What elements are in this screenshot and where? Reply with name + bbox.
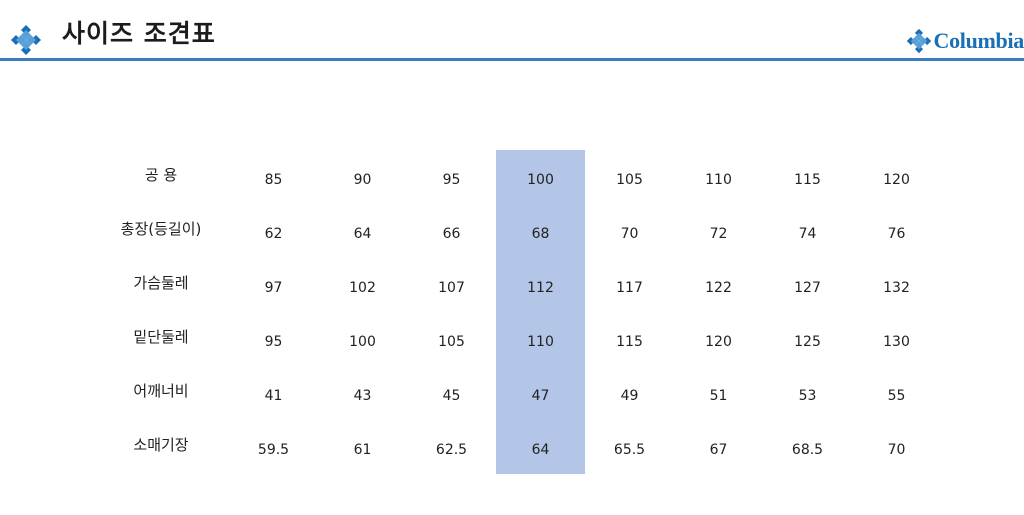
size-cell: 61: [353, 442, 372, 458]
table-row: 총장(등길이) 62 64 66 68 70 72 74 76: [93, 204, 941, 258]
size-cell: 59.5: [257, 442, 290, 458]
size-cell: 68.5: [791, 442, 824, 458]
size-cell: 120: [705, 334, 732, 350]
row-label: 어깨너비: [133, 382, 189, 400]
row-label: 총장(등길이): [120, 220, 202, 238]
table-row: 공 용 85 90 95 100 105 110 115 120: [93, 150, 941, 204]
row-label: 소매기장: [133, 436, 189, 454]
columbia-diamond-icon: [11, 25, 41, 55]
size-cell: 55: [887, 388, 906, 404]
size-cell: 85: [264, 172, 283, 188]
header: 사이즈 조견표 Columbia: [0, 0, 1024, 62]
size-cell: 120: [883, 172, 910, 188]
header-divider: [0, 58, 1024, 61]
size-cell: 102: [349, 280, 376, 296]
size-cell: 115: [616, 334, 643, 350]
size-cell: 66: [442, 226, 461, 242]
size-cell: 132: [883, 280, 910, 296]
page-title: 사이즈 조견표: [62, 19, 216, 48]
size-cell: 122: [705, 280, 732, 296]
row-label: 가슴둘레: [133, 274, 189, 292]
size-cell: 62: [264, 226, 283, 242]
size-cell: 70: [887, 442, 906, 458]
size-cell: 105: [616, 172, 643, 188]
row-label: 공 용: [144, 166, 178, 184]
highlighted-size-cell: 47: [496, 366, 585, 420]
size-cell: 97: [264, 280, 283, 296]
size-chart-body: 공 용 85 90 95 100 105 110 115 120 총장(등길이) 62 64 66 68 7…: [93, 150, 941, 474]
size-cell: 115: [794, 172, 821, 188]
size-cell: 43: [353, 388, 372, 404]
columbia-diamond-icon: [907, 28, 932, 54]
size-cell: 130: [883, 334, 910, 350]
highlighted-size-cell: 110: [496, 312, 585, 366]
brand-name: Columbia: [933, 28, 1024, 53]
highlighted-size-cell: 100: [496, 150, 585, 204]
size-cell: 95: [442, 172, 461, 188]
size-cell: 107: [438, 280, 465, 296]
table-row: 어깨너비 41 43 45 47 49 51 53 55: [93, 366, 941, 420]
table-row: 소매기장 59.5 61 62.5 64 65.5 67 68.5 70: [93, 420, 941, 474]
size-chart-table: 공 용 85 90 95 100 105 110 115 120 총장(등길이) 62 64 66 68 7…: [93, 150, 941, 474]
size-cell: 65.5: [613, 442, 646, 458]
row-label: 밑단둘레: [133, 328, 189, 346]
size-cell: 74: [798, 226, 817, 242]
size-cell: 90: [353, 172, 372, 188]
highlighted-size-cell: 68: [496, 204, 585, 258]
table-row: 밑단둘레 95 100 105 110 115 120 125 130: [93, 312, 941, 366]
size-cell: 64: [353, 226, 372, 242]
size-cell: 62.5: [435, 442, 468, 458]
size-cell: 45: [442, 388, 461, 404]
highlighted-size-cell: 112: [496, 258, 585, 312]
brand-logo: Columbia: [906, 27, 1024, 55]
size-cell: 117: [616, 280, 643, 296]
size-cell: 105: [438, 334, 465, 350]
size-cell: 49: [620, 388, 639, 404]
size-cell: 127: [794, 280, 821, 296]
size-cell: 41: [264, 388, 283, 404]
size-cell: 70: [620, 226, 639, 242]
highlighted-size-cell: 64: [496, 420, 585, 474]
size-cell: 110: [705, 172, 732, 188]
size-cell: 51: [709, 388, 728, 404]
size-cell: 72: [709, 226, 728, 242]
size-cell: 100: [349, 334, 376, 350]
size-cell: 95: [264, 334, 283, 350]
table-row: 가슴둘레 97 102 107 112 117 122 127 132: [93, 258, 941, 312]
size-cell: 125: [794, 334, 821, 350]
size-cell: 67: [709, 442, 728, 458]
size-cell: 76: [887, 226, 906, 242]
size-cell: 53: [798, 388, 817, 404]
